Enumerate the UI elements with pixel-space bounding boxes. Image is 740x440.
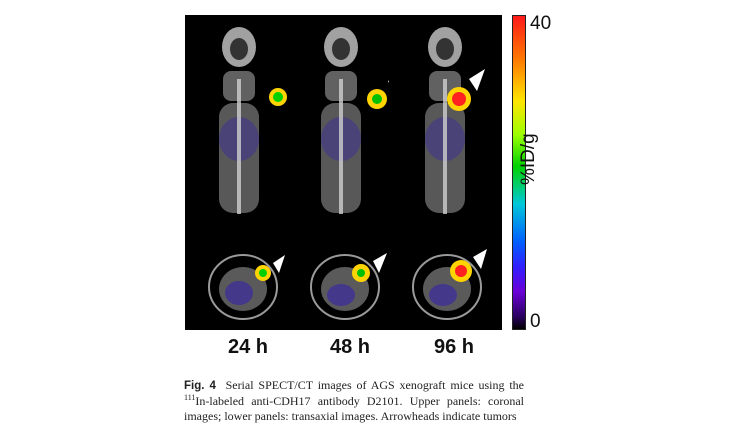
mouse-coronal-svg (321, 27, 389, 214)
caption-superscript: 111 (184, 393, 196, 402)
colorbar-unit-label: %ID/g (518, 133, 539, 185)
spect-ct-image-grid (185, 15, 502, 330)
mouse-transaxial-svg (412, 249, 487, 320)
time-label-96h: 96 h (433, 336, 475, 358)
mouse-transaxial-svg (208, 254, 285, 320)
transaxial-image-96h (411, 243, 491, 323)
figure-label: Fig. 4 (184, 380, 216, 392)
colorbar-gradient (512, 15, 526, 330)
time-label-24h: 24 h (227, 336, 269, 358)
transaxial-image-24h (207, 243, 287, 323)
mouse-coronal-svg (219, 27, 287, 214)
caption-text-2: In-labeled anti-CDH17 antibody D2101. Up… (184, 394, 524, 423)
colorbar: 40 0 %ID/g (512, 13, 572, 332)
mouse-coronal-svg (425, 27, 485, 214)
colorbar-min-label: 0 (530, 311, 541, 332)
caption-text-1: Serial SPECT/CT images of AGS xenograft … (225, 378, 525, 392)
coronal-image-24h (191, 19, 287, 229)
colorbar-max-label: 40 (530, 13, 552, 34)
coronal-image-96h (397, 19, 493, 229)
figure-caption: Fig. 4 Serial SPECT/CT images of AGS xen… (184, 378, 524, 424)
mouse-transaxial-svg (310, 253, 387, 320)
coronal-image-48h (293, 19, 389, 229)
transaxial-image-48h (309, 243, 389, 323)
time-label-48h: 48 h (329, 336, 371, 358)
